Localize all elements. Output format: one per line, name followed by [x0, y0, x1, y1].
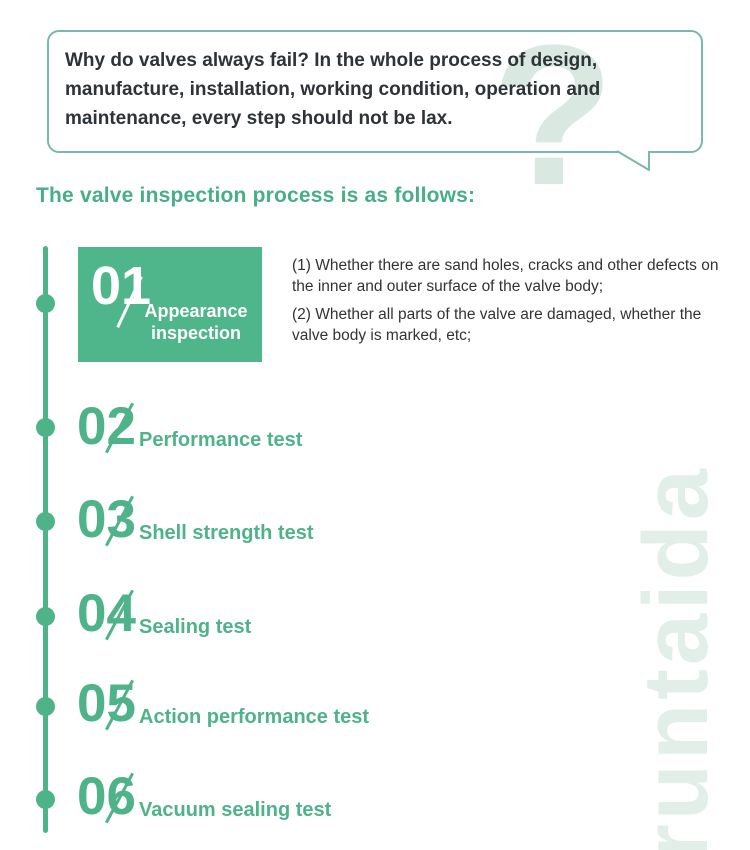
step-title: Action performance test — [139, 706, 370, 728]
question-mark-decoration: ? — [492, 4, 615, 227]
step-number-text: 03 — [77, 490, 136, 549]
speech-bubble-line: manufacture, installation, working condi… — [65, 79, 601, 100]
step-01-card: 01 Appearance inspection — [78, 247, 262, 362]
step-detail-item: (1) Whether there are sand holes, cracks… — [292, 257, 719, 295]
step-row-04: 04 Sealing test — [77, 587, 251, 641]
step-number: 04 — [77, 587, 137, 641]
step-row-06: 06 Vacuum sealing test — [77, 770, 331, 824]
step-detail-item: (2) Whether all parts of the valve are d… — [292, 306, 702, 344]
step-title: Performance test — [139, 429, 303, 451]
step-number-text: 06 — [77, 767, 136, 826]
step-row-05: 05 Action performance test — [77, 677, 369, 731]
speech-bubble-text: Why do valves always fail? In the whole … — [65, 46, 600, 133]
step-01-details: (1) Whether there are sand holes, cracks… — [292, 255, 720, 353]
step-number: 01 — [91, 256, 152, 316]
step-title: Shell strength test — [139, 522, 314, 544]
step-number: 03 — [77, 493, 137, 547]
step-number: 05 — [77, 677, 137, 731]
timeline-dot — [36, 697, 55, 716]
step-number: 02 — [77, 400, 137, 454]
step-number-text: 05 — [77, 674, 136, 733]
timeline-dot — [36, 790, 55, 809]
step-number-text: 04 — [77, 584, 136, 643]
step-number: 06 — [77, 770, 137, 824]
timeline-dot — [36, 418, 55, 437]
timeline-dot — [36, 512, 55, 531]
step-title: Appearance inspection — [144, 301, 248, 343]
timeline-dot — [36, 294, 55, 313]
watermark-runtaida: runtaida — [625, 465, 727, 850]
step-row-03: 03 Shell strength test — [77, 493, 313, 547]
step-row-02: 02 Performance test — [77, 400, 302, 454]
timeline-line — [43, 246, 48, 833]
step-title: Vacuum sealing test — [139, 799, 332, 821]
speech-bubble-line: maintenance, every step should not be la… — [65, 108, 453, 129]
step-number-text: 02 — [77, 397, 136, 456]
section-heading: The valve inspection process is as follo… — [36, 184, 476, 207]
speech-bubble-line: Why do valves always fail? In the whole … — [65, 50, 598, 71]
step-title: Sealing test — [139, 616, 252, 638]
timeline-dot — [36, 607, 55, 626]
speech-bubble — [47, 30, 703, 153]
speech-bubble-tail-icon — [616, 150, 650, 171]
